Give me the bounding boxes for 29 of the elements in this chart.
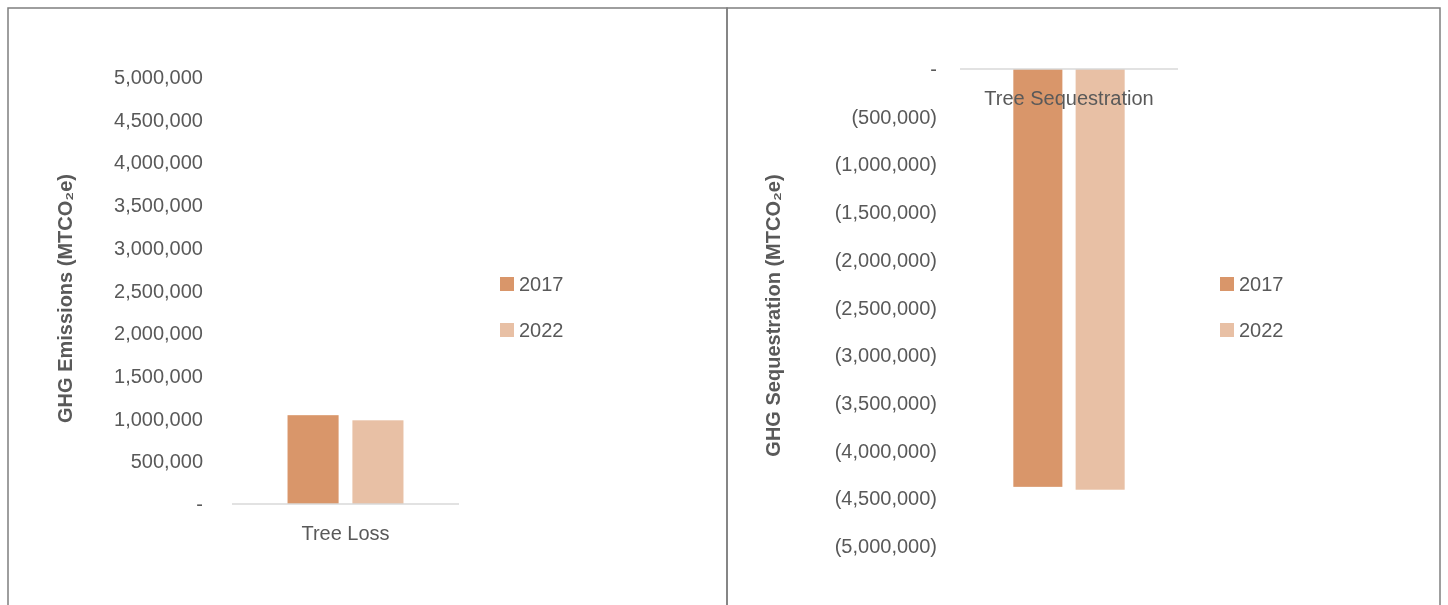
y-tick-label: - bbox=[930, 58, 937, 80]
y-tick-label: (500,000) bbox=[851, 105, 937, 128]
y-axis-title: GHG Sequestration (MTCO₂e) bbox=[762, 174, 784, 457]
legend-label: 2022 bbox=[1239, 319, 1284, 341]
y-tick-label: (1,000,000) bbox=[834, 153, 937, 176]
y-tick-label: (1,500,000) bbox=[834, 201, 937, 224]
x-tick-label: Tree Loss bbox=[301, 522, 390, 544]
y-axis-title: GHG Emissions (MTCO₂e) bbox=[54, 174, 76, 423]
y-tick-label: 5,000,000 bbox=[114, 66, 203, 88]
y-tick-label: 1,000,000 bbox=[114, 407, 203, 430]
y-tick-label: 2,000,000 bbox=[114, 322, 203, 345]
y-tick-label: 3,500,000 bbox=[114, 194, 203, 217]
y-tick-label: (2,500,000) bbox=[834, 296, 937, 319]
y-tick-label: 4,500,000 bbox=[114, 108, 203, 131]
legend-label: 2022 bbox=[519, 319, 564, 341]
y-tick-label: 1,500,000 bbox=[114, 364, 203, 387]
y-tick-label: (4,500,000) bbox=[834, 487, 937, 510]
y-tick-label: (5,000,000) bbox=[834, 535, 937, 557]
y-tick-label: (3,000,000) bbox=[834, 344, 937, 367]
y-tick-label: 500,000 bbox=[130, 450, 203, 473]
y-tick-label: (3,500,000) bbox=[834, 391, 937, 414]
y-tick-label: - bbox=[196, 493, 203, 515]
y-tick-label: (4,000,000) bbox=[834, 439, 937, 462]
y-tick-label: 4,000,000 bbox=[114, 151, 203, 174]
y-tick-label: (2,000,000) bbox=[834, 248, 937, 271]
y-tick-label: 2,500,000 bbox=[114, 279, 203, 302]
legend-label: 2017 bbox=[519, 273, 564, 295]
legend-label: 2017 bbox=[1239, 273, 1284, 295]
y-tick-label: 3,000,000 bbox=[114, 236, 203, 259]
